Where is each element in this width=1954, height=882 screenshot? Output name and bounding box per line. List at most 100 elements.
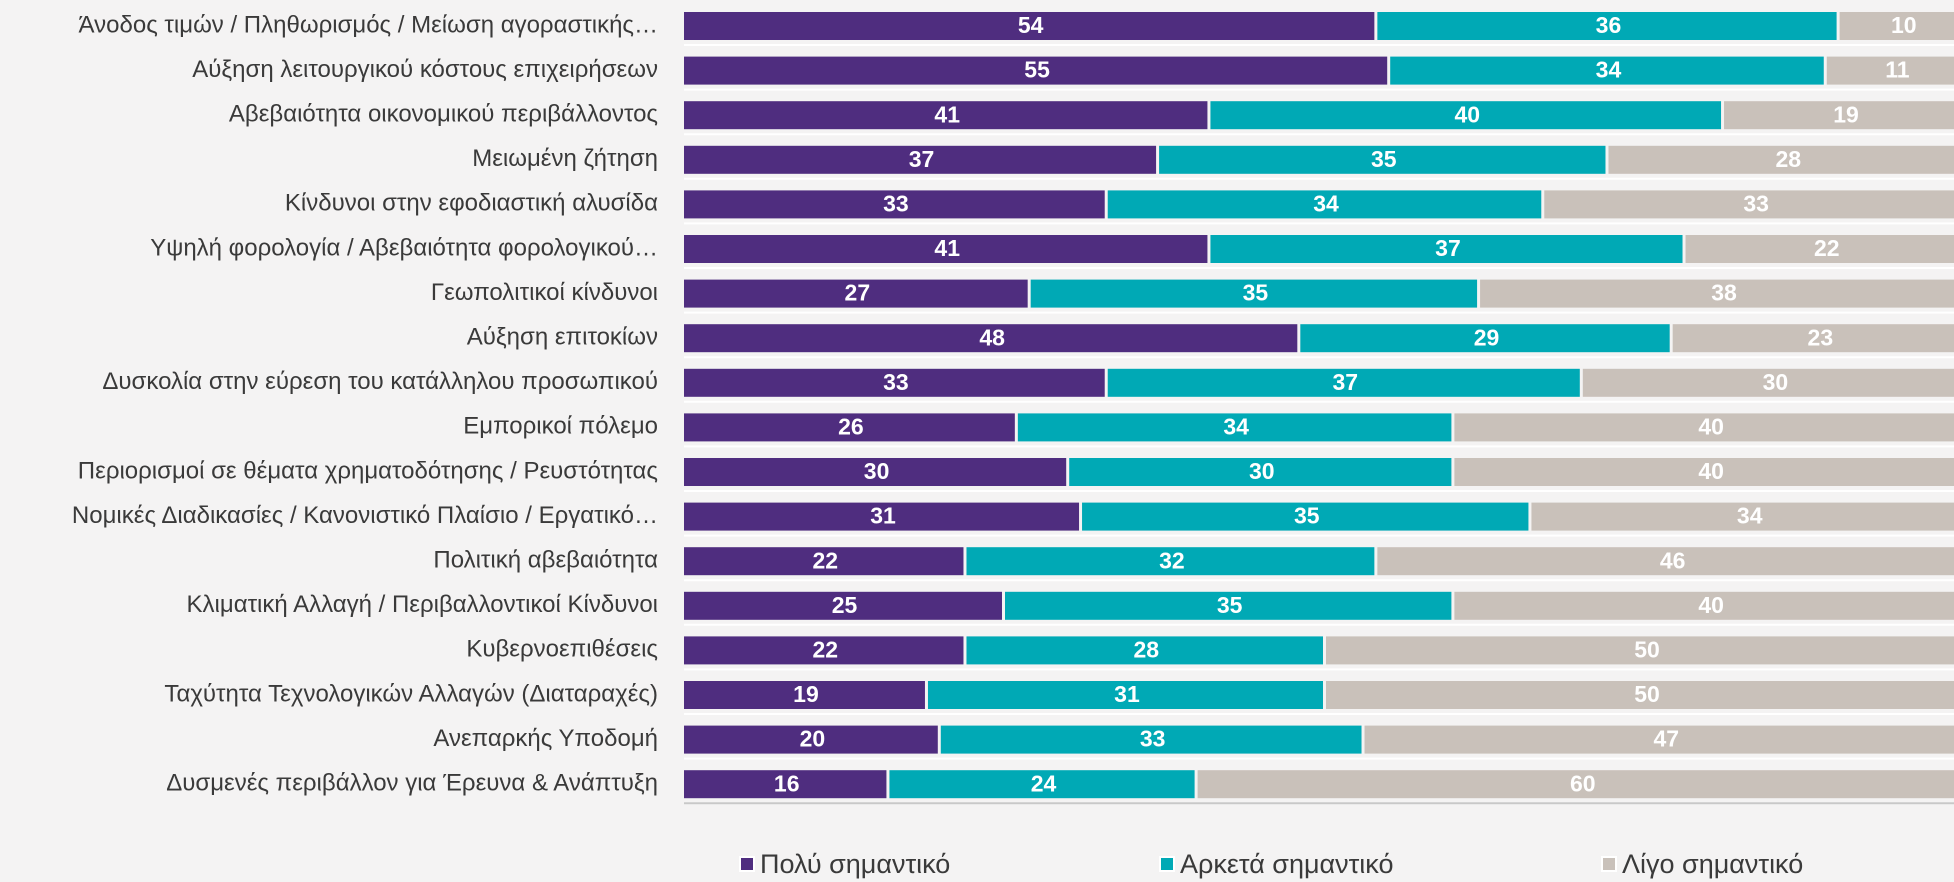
legend-swatch <box>739 856 755 872</box>
value-label: 30 <box>1249 458 1275 484</box>
bar-segment <box>1672 324 1954 353</box>
category-label: Περιορισμοί σε θέματα χρηματοδότησης / Ρ… <box>78 457 658 484</box>
category-label: Ταχύτητα Τεχνολογικών Αλλαγών (Διαταραχέ… <box>164 680 658 707</box>
bar-segment <box>1377 12 1837 40</box>
bar-segment <box>1454 458 1954 486</box>
value-label: 31 <box>870 503 896 529</box>
bar-segment <box>684 502 1080 531</box>
value-label: 34 <box>1313 190 1339 216</box>
value-label: 32 <box>1159 547 1185 573</box>
bar-segment <box>684 324 1298 353</box>
bar-segment <box>1724 101 1954 130</box>
bar-segment <box>927 681 1323 709</box>
bar-segment <box>1390 56 1824 85</box>
value-label: 47 <box>1653 726 1679 752</box>
value-label: 10 <box>1891 12 1917 38</box>
value-label: 30 <box>1763 369 1789 395</box>
value-label: 54 <box>1018 12 1044 38</box>
category-label: Υψηλή φορολογία / Αβεβαιότητα φορολογικο… <box>150 234 658 261</box>
category-label: Κυβερνοεπιθέσεις <box>466 636 658 663</box>
value-label: 35 <box>1243 280 1269 306</box>
bar-segment <box>1326 636 1954 665</box>
bar-segment <box>684 725 938 754</box>
bar-segment <box>1685 235 1954 263</box>
category-label: Αύξηση επιτοκίων <box>467 324 658 351</box>
category-label: Ανεπαρκής Υποδομή <box>433 725 658 752</box>
bar-segment <box>1364 725 1954 754</box>
category-label: Μειωμένη ζήτηση <box>472 145 658 172</box>
bar-segment <box>684 56 1388 85</box>
category-label: Εμπορικοί πόλεμο <box>463 413 658 440</box>
value-label: 29 <box>1474 324 1500 350</box>
value-label: 19 <box>793 681 819 707</box>
value-label: 37 <box>1332 369 1358 395</box>
value-label: 46 <box>1660 547 1686 573</box>
value-label: 30 <box>864 458 890 484</box>
value-label: 34 <box>1596 57 1622 83</box>
value-label: 24 <box>1031 770 1057 796</box>
bar-segment <box>684 190 1105 219</box>
value-label: 11 <box>1885 57 1910 83</box>
value-label: 38 <box>1711 280 1737 306</box>
bar-segment <box>1210 101 1722 130</box>
bar-segment <box>684 101 1208 130</box>
bar-segment <box>1608 145 1954 174</box>
value-label: 37 <box>1435 235 1461 261</box>
bar-segment <box>684 547 964 576</box>
category-label: Αβεβαιότητα οικονομικού περιβάλλοντος <box>229 101 658 128</box>
value-label: 37 <box>909 146 935 172</box>
bar-segment <box>684 636 964 665</box>
category-label: Πολιτική αβεβαιότητα <box>433 547 658 574</box>
value-label: 55 <box>1024 57 1050 83</box>
value-label: 41 <box>934 235 960 261</box>
value-label: 23 <box>1808 324 1834 350</box>
bar-segment <box>684 458 1067 486</box>
category-label: Νομικές Διαδικασίες / Κανονιστικό Πλαίσι… <box>72 502 658 529</box>
value-label: 26 <box>838 413 864 439</box>
category-label: Αύξηση λειτουργικού κόστους επιχειρήσεων <box>192 56 658 83</box>
value-label: 40 <box>1698 413 1724 439</box>
value-label: 16 <box>774 770 800 796</box>
value-label: 36 <box>1596 12 1622 38</box>
bar-segment <box>1082 502 1529 531</box>
legend-label: Λίγο σημαντικό <box>1622 849 1803 879</box>
legend-label: Αρκετά σημαντικό <box>1180 849 1394 879</box>
bar-segment <box>1197 770 1954 799</box>
value-label: 35 <box>1294 503 1320 529</box>
legend-swatch <box>1159 856 1175 872</box>
bar-segment <box>1826 56 1954 85</box>
bar-segment <box>966 636 1323 665</box>
category-label: Κίνδυνοι στην εφοδιαστική αλυσίδα <box>285 190 658 217</box>
value-label: 33 <box>883 369 909 395</box>
bar-segment <box>1030 279 1478 308</box>
value-label: 22 <box>812 636 838 662</box>
bar-segment <box>684 413 1015 442</box>
bar-segment <box>1582 368 1954 397</box>
bar-segment <box>1069 458 1452 486</box>
bar-segment <box>1454 413 1954 442</box>
bar-segment <box>1017 413 1452 442</box>
bar-segment <box>684 591 1002 620</box>
value-label: 50 <box>1634 681 1660 707</box>
category-label: Κλιματική Αλλαγή / Περιβαλλοντικοί Κίνδυ… <box>187 591 658 618</box>
bar-segment <box>684 279 1028 308</box>
bar-segment <box>1377 547 1954 576</box>
bar-segment <box>1326 681 1954 709</box>
value-label: 41 <box>934 101 960 127</box>
bar-segment <box>1005 591 1452 620</box>
bar-segment <box>1107 368 1580 397</box>
value-label: 40 <box>1454 101 1480 127</box>
bar-segment <box>1531 502 1954 531</box>
value-label: 28 <box>1133 636 1159 662</box>
bar-segment <box>1544 190 1954 219</box>
bar-segment <box>1454 591 1954 620</box>
value-label: 34 <box>1223 413 1249 439</box>
bar-segment <box>1480 279 1954 308</box>
value-label: 28 <box>1775 146 1801 172</box>
value-label: 33 <box>883 190 909 216</box>
value-label: 48 <box>979 324 1005 350</box>
bar-segment <box>1107 190 1542 219</box>
bar-segment <box>684 12 1375 40</box>
value-label: 34 <box>1737 503 1763 529</box>
